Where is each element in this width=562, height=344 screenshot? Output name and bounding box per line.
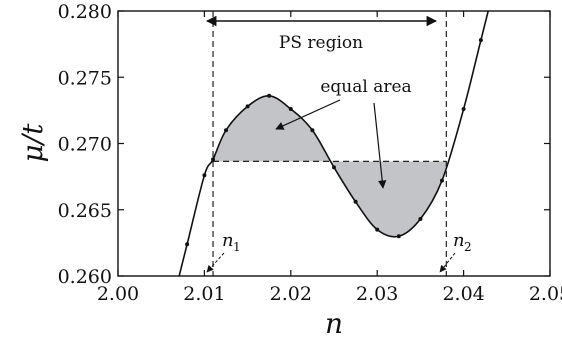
data-point <box>440 178 444 183</box>
y-tick-label: 0.280 <box>58 1 112 23</box>
data-series <box>178 11 490 276</box>
y-axis: 0.260 0.265 0.270 0.275 0.280 <box>58 1 550 288</box>
y-tick-label: 0.260 <box>58 266 112 288</box>
n2-label: n <box>453 230 465 251</box>
data-point <box>202 173 207 178</box>
equal-area-label: equal area <box>320 77 411 97</box>
series-line <box>178 11 490 276</box>
reference-lines <box>212 11 447 276</box>
data-point <box>245 104 250 109</box>
data-point <box>375 227 380 232</box>
x-tick-label: 2.04 <box>442 283 484 305</box>
data-point <box>267 93 272 98</box>
ps-region-label-bg <box>265 30 378 54</box>
data-points <box>185 38 483 247</box>
n1-arrow <box>206 252 225 273</box>
equal-area-arrow-left <box>275 99 341 130</box>
x-tick-label: 2.00 <box>97 283 139 305</box>
n1-label: n <box>222 230 234 251</box>
equal-area-shading <box>213 95 447 237</box>
data-point <box>353 199 358 204</box>
ps-region-label: PS region <box>279 33 363 53</box>
data-point <box>310 128 315 133</box>
data-point <box>211 157 216 162</box>
x-tick-label: 2.01 <box>183 283 225 305</box>
y-tick-label: 0.270 <box>58 134 112 156</box>
y-axis-label: μ/t <box>16 123 49 163</box>
data-point <box>418 217 423 222</box>
x-axis: 2.00 2.01 2.02 2.03 2.04 2.05 <box>97 11 562 305</box>
shaded-area <box>213 95 447 237</box>
n2-arrow <box>439 252 456 273</box>
data-point <box>185 242 190 247</box>
equal-area-arrow-right <box>373 102 387 189</box>
data-point <box>332 165 336 170</box>
x-tick-label: 2.03 <box>356 283 398 305</box>
n1-subscript: 1 <box>233 240 241 254</box>
data-point <box>461 107 466 112</box>
x-tick-label: 2.02 <box>270 283 312 305</box>
annotations: PS region equal area n 1 n 2 <box>205 15 472 273</box>
data-point <box>224 128 228 133</box>
x-tick-label: 2.05 <box>529 283 562 305</box>
data-point <box>396 234 401 239</box>
y-tick-label: 0.265 <box>58 200 112 222</box>
n2-subscript: 2 <box>464 240 472 254</box>
y-tick-label: 0.275 <box>58 67 112 89</box>
x-axis-label: n <box>325 307 343 340</box>
data-point <box>288 107 293 112</box>
data-point <box>478 38 483 43</box>
